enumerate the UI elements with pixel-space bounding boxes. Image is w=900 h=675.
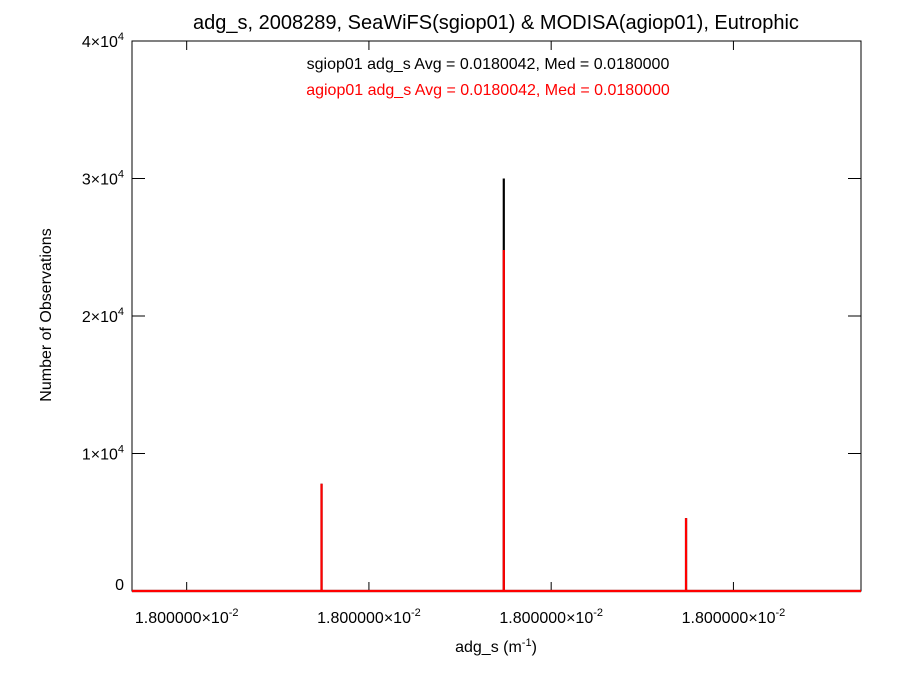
y-tick-label: 0 [115, 577, 124, 594]
x-tick-labels: 1.800000×10-2 1.800000×10-2 1.800000×10-2 1… [135, 607, 785, 627]
x-tick-label: 1.800000×10-2 [499, 607, 603, 627]
y-tick-label: 1×104 [82, 444, 124, 464]
series-annotation-sgiop01: sgiop01 adg_s Avg = 0.0180042, Med = 0.0… [307, 56, 670, 73]
y-axis-label: Number of Observations [38, 228, 55, 401]
x-axis-label: adg_s (m-1) [455, 637, 537, 656]
plot-frame [131, 40, 862, 592]
y-tick-labels: 0 1×104 2×104 3×104 4×104 [82, 31, 124, 594]
histogram-bars [132, 178, 861, 593]
y-tick-label: 4×104 [82, 31, 124, 51]
y-tick-label: 2×104 [82, 306, 124, 326]
axis-ticks [132, 40, 861, 592]
x-tick-label: 1.800000×10-2 [135, 607, 239, 627]
series-annotation-agiop01: agiop01 adg_s Avg = 0.0180042, Med = 0.0… [306, 82, 670, 99]
y-tick-label: 3×104 [82, 169, 124, 189]
chart-title: adg_s, 2008289, SeaWiFS(sgiop01) & MODIS… [193, 12, 799, 34]
x-tick-label: 1.800000×10-2 [317, 607, 421, 627]
x-tick-label: 1.800000×10-2 [682, 607, 786, 627]
series-annotations: sgiop01 adg_s Avg = 0.0180042, Med = 0.0… [306, 56, 670, 99]
plot-area [131, 40, 862, 592]
